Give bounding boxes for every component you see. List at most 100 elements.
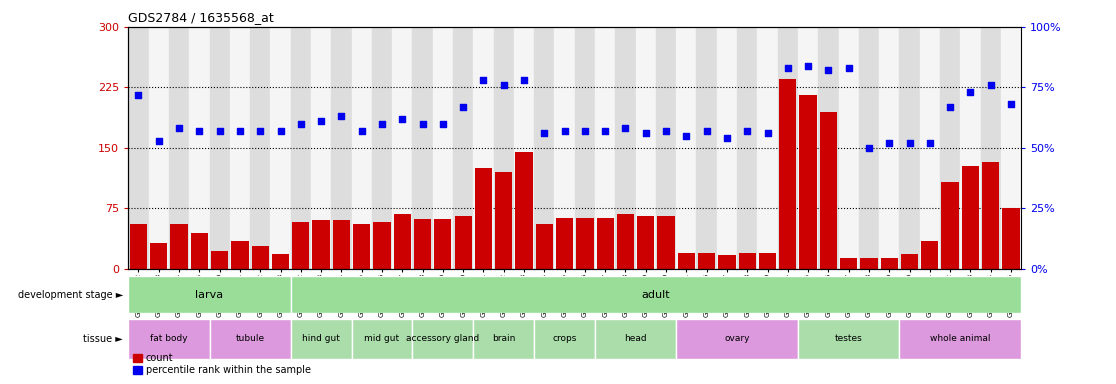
Point	[657, 128, 675, 134]
Bar	[151, 243, 167, 269]
Point	[616, 126, 634, 132]
Bar	[981, 27, 1001, 269]
Point	[860, 145, 878, 151]
Text: GDS2784 / 1635568_at: GDS2784 / 1635568_at	[128, 11, 275, 24]
Bar	[493, 27, 513, 269]
Point	[474, 77, 492, 83]
Point	[718, 135, 735, 141]
Bar	[536, 225, 552, 269]
Text: tubule: tubule	[235, 334, 264, 343]
Bar	[210, 27, 230, 269]
Bar	[838, 27, 859, 269]
Bar	[413, 27, 433, 269]
Bar	[617, 214, 634, 269]
Bar	[575, 27, 595, 269]
Bar	[128, 319, 210, 359]
Bar	[250, 27, 270, 269]
Bar	[555, 27, 575, 269]
Bar	[739, 253, 756, 269]
Bar	[434, 219, 452, 269]
Text: hind gut: hind gut	[302, 334, 340, 343]
Bar	[473, 27, 493, 269]
Bar	[374, 222, 391, 269]
Point	[312, 118, 330, 124]
Point	[921, 140, 939, 146]
Bar	[637, 217, 654, 269]
Bar	[820, 112, 837, 269]
Point	[150, 137, 167, 144]
Point	[576, 128, 594, 134]
Bar	[513, 27, 535, 269]
Point	[982, 82, 1000, 88]
Text: ovary: ovary	[724, 334, 750, 343]
Bar	[576, 218, 594, 269]
Bar	[292, 222, 309, 269]
Point	[414, 121, 432, 127]
Bar	[333, 220, 350, 269]
Point	[494, 82, 512, 88]
Bar	[595, 319, 676, 359]
Bar	[191, 233, 208, 269]
Bar	[331, 27, 352, 269]
Point	[779, 65, 797, 71]
Bar	[962, 166, 979, 269]
Point	[454, 104, 472, 110]
Bar	[677, 253, 695, 269]
Text: accessory gland: accessory gland	[406, 334, 480, 343]
Bar	[615, 27, 636, 269]
Bar	[535, 27, 555, 269]
Bar	[597, 218, 614, 269]
Bar	[899, 27, 920, 269]
Bar	[859, 27, 879, 269]
Bar	[840, 258, 857, 269]
Bar	[901, 254, 918, 269]
Bar	[860, 258, 877, 269]
Bar	[799, 95, 817, 269]
Point	[231, 128, 249, 134]
Point	[759, 130, 777, 136]
Text: testes: testes	[835, 334, 863, 343]
Bar	[352, 27, 372, 269]
Point	[434, 121, 452, 127]
Bar	[171, 225, 187, 269]
Point	[271, 128, 289, 134]
Bar	[758, 27, 778, 269]
Bar	[251, 246, 269, 269]
Text: head: head	[624, 334, 647, 343]
Point	[819, 67, 837, 73]
Bar	[516, 152, 532, 269]
Point	[211, 128, 229, 134]
Bar	[272, 254, 289, 269]
Point	[353, 128, 371, 134]
Bar	[169, 27, 190, 269]
Bar	[920, 27, 940, 269]
Text: fat body: fat body	[151, 334, 187, 343]
Bar	[270, 27, 290, 269]
Point	[637, 130, 655, 136]
Point	[941, 104, 959, 110]
Text: mid gut: mid gut	[365, 334, 400, 343]
Bar	[556, 218, 574, 269]
Point	[251, 128, 269, 134]
Bar	[474, 168, 492, 269]
Bar	[1002, 209, 1020, 269]
Bar	[414, 219, 431, 269]
Point	[373, 121, 391, 127]
Bar	[392, 27, 413, 269]
Text: larva: larva	[195, 290, 223, 300]
Text: whole animal: whole animal	[930, 334, 991, 343]
Point	[881, 140, 898, 146]
Point	[536, 130, 554, 136]
Bar	[737, 27, 758, 269]
Bar	[1001, 27, 1021, 269]
Bar	[719, 255, 735, 269]
Text: adult: adult	[642, 290, 671, 300]
Point	[191, 128, 209, 134]
Point	[839, 65, 857, 71]
Bar	[779, 79, 797, 269]
Bar	[290, 319, 352, 359]
Bar	[940, 27, 960, 269]
Bar	[759, 253, 776, 269]
Point	[596, 128, 614, 134]
Point	[962, 89, 980, 95]
